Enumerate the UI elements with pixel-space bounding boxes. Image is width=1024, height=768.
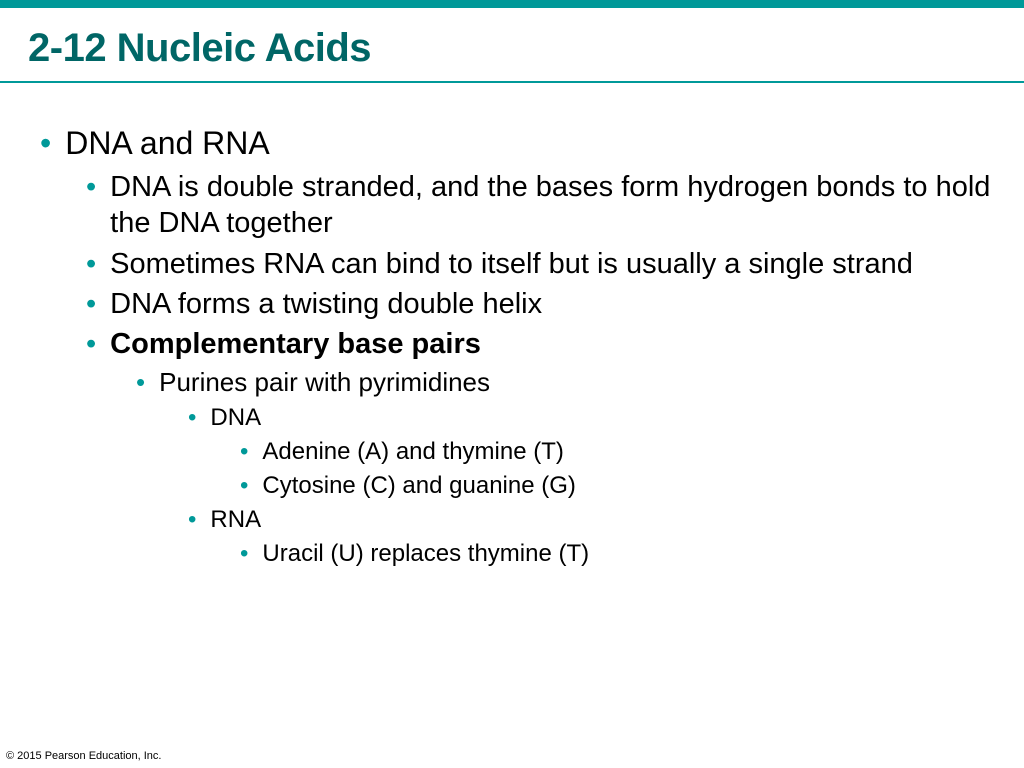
list-item: • Uracil (U) replaces thymine (T) bbox=[240, 539, 996, 569]
bullet-icon: • bbox=[86, 169, 96, 205]
list-item: • Cytosine (C) and guanine (G) bbox=[240, 471, 996, 501]
list-item: • Purines pair with pyrimidines bbox=[136, 366, 996, 399]
bullet-icon: • bbox=[240, 539, 248, 569]
list-item: • Adenine (A) and thymine (T) bbox=[240, 437, 996, 467]
bullet-text: DNA forms a twisting double helix bbox=[110, 286, 542, 322]
bullet-text: DNA and RNA bbox=[65, 123, 270, 163]
bullet-text: Purines pair with pyrimidines bbox=[159, 366, 490, 399]
bullet-icon: • bbox=[240, 437, 248, 467]
list-item: • Complementary base pairs bbox=[86, 326, 996, 362]
accent-bar bbox=[0, 0, 1024, 8]
slide-content: • DNA and RNA • DNA is double stranded, … bbox=[0, 83, 1024, 569]
bullet-text: DNA bbox=[210, 403, 261, 433]
list-item: • DNA is double stranded, and the bases … bbox=[86, 169, 996, 242]
bullet-icon: • bbox=[86, 326, 96, 362]
slide-title: 2-12 Nucleic Acids bbox=[28, 26, 996, 71]
bullet-text: DNA is double stranded, and the bases fo… bbox=[110, 169, 996, 242]
bullet-icon: • bbox=[136, 366, 145, 399]
bullet-text: Adenine (A) and thymine (T) bbox=[262, 437, 563, 467]
bullet-icon: • bbox=[188, 505, 196, 535]
copyright-text: © 2015 Pearson Education, Inc. bbox=[6, 750, 161, 762]
bullet-icon: • bbox=[240, 471, 248, 501]
bullet-icon: • bbox=[40, 123, 51, 163]
bullet-text: Cytosine (C) and guanine (G) bbox=[262, 471, 575, 501]
list-item: • DNA and RNA bbox=[40, 123, 996, 163]
list-item: • RNA bbox=[188, 505, 996, 535]
bullet-text: RNA bbox=[210, 505, 261, 535]
bullet-text: Uracil (U) replaces thymine (T) bbox=[262, 539, 589, 569]
bullet-text: Sometimes RNA can bind to itself but is … bbox=[110, 246, 913, 282]
bullet-icon: • bbox=[86, 246, 96, 282]
list-item: • Sometimes RNA can bind to itself but i… bbox=[86, 246, 996, 282]
bullet-icon: • bbox=[188, 403, 196, 433]
list-item: • DNA forms a twisting double helix bbox=[86, 286, 996, 322]
bullet-text: Complementary base pairs bbox=[110, 326, 481, 362]
list-item: • DNA bbox=[188, 403, 996, 433]
title-area: 2-12 Nucleic Acids bbox=[0, 8, 1024, 83]
bullet-icon: • bbox=[86, 286, 96, 322]
